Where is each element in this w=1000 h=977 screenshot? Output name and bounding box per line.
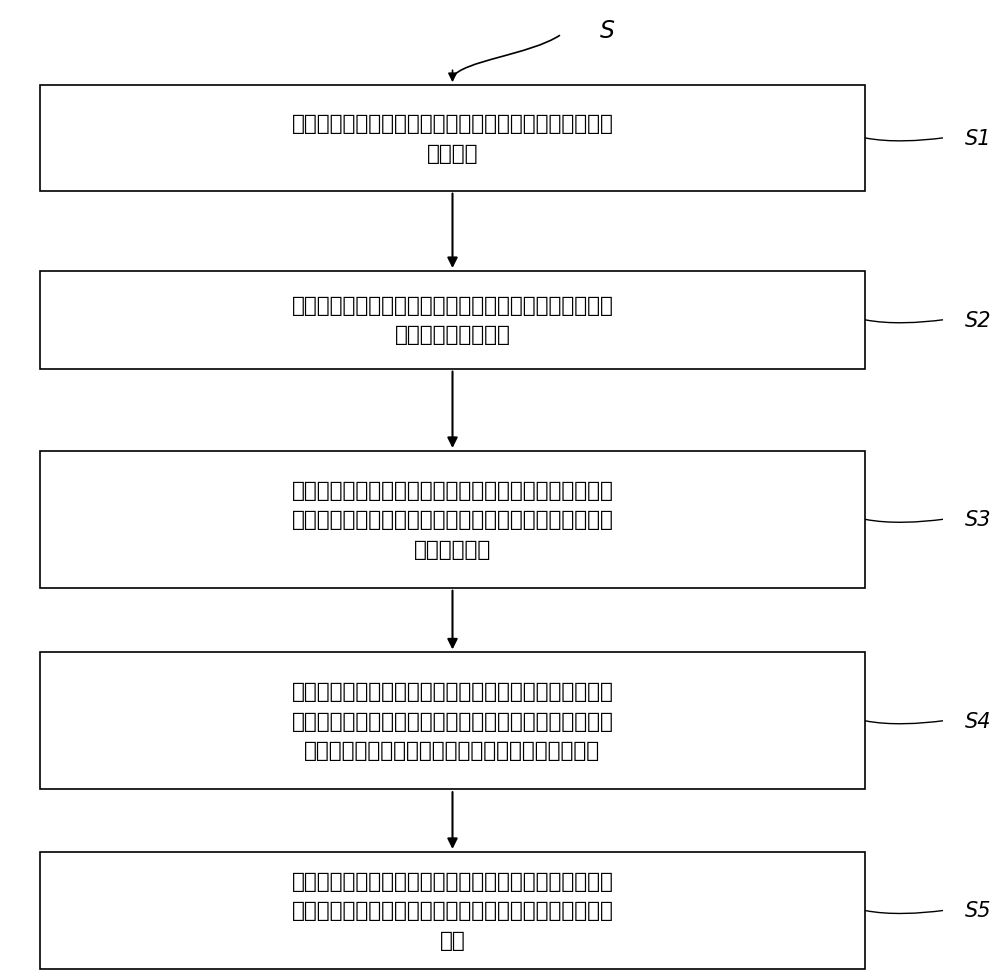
Bar	[40, 451, 865, 588]
Text: 配点，并根据匹配点在两个坐标系中的值，计算水文地质: 配点，并根据匹配点在两个坐标系中的值，计算水文地质	[292, 901, 613, 920]
Text: 根据最小二乘法原理构建试验曲线与标准曲线配线拟合时: 根据最小二乘法原理构建试验曲线与标准曲线配线拟合时	[292, 296, 613, 316]
Bar	[40, 653, 865, 789]
Text: S5: S5	[965, 901, 992, 920]
Text: S: S	[600, 20, 615, 43]
Text: 线的最优拟合: 线的最优拟合	[414, 539, 491, 559]
Text: 线离差平方和目标函数的最小值，完成试验曲线与标准曲: 线离差平方和目标函数的最小值，完成试验曲线与标准曲	[292, 510, 613, 530]
Text: S1: S1	[965, 129, 992, 149]
Text: 纵、横移动距离，当标准曲线为曲线簇时，计算试验曲线: 纵、横移动距离，当标准曲线为曲线簇时，计算试验曲线	[292, 711, 613, 731]
Text: 初始化智能优化算法中的参数，采用智能优化算法求解配: 初始化智能优化算法中的参数，采用智能优化算法求解配	[292, 481, 613, 500]
Bar	[40, 852, 865, 969]
Text: 当标准曲线为单一曲线时，计算试验曲线在最优拟合时的: 当标准曲线为单一曲线时，计算试验曲线在最优拟合时的	[292, 682, 613, 701]
Text: 离差平方和目标函数: 离差平方和目标函数	[395, 325, 510, 345]
Text: 试验曲线: 试验曲线	[427, 144, 478, 163]
Text: S2: S2	[965, 311, 992, 330]
Text: 参数: 参数	[440, 930, 465, 950]
Bar	[40, 272, 865, 369]
Bar	[40, 86, 865, 191]
Text: 在最优拟合时的纵、横移动距离和标准曲线匹配参数: 在最优拟合时的纵、横移动距离和标准曲线匹配参数	[304, 741, 601, 760]
Text: 在试验曲线与标准曲线最优配线拟合时，随机选取一个匹: 在试验曲线与标准曲线最优配线拟合时，随机选取一个匹	[292, 871, 613, 891]
Text: S3: S3	[965, 510, 992, 530]
Text: S4: S4	[965, 711, 992, 731]
Text: 以非稳定流抽水试验为基础，获取观测试验数据，并绘制: 以非稳定流抽水试验为基础，获取观测试验数据，并绘制	[292, 114, 613, 134]
